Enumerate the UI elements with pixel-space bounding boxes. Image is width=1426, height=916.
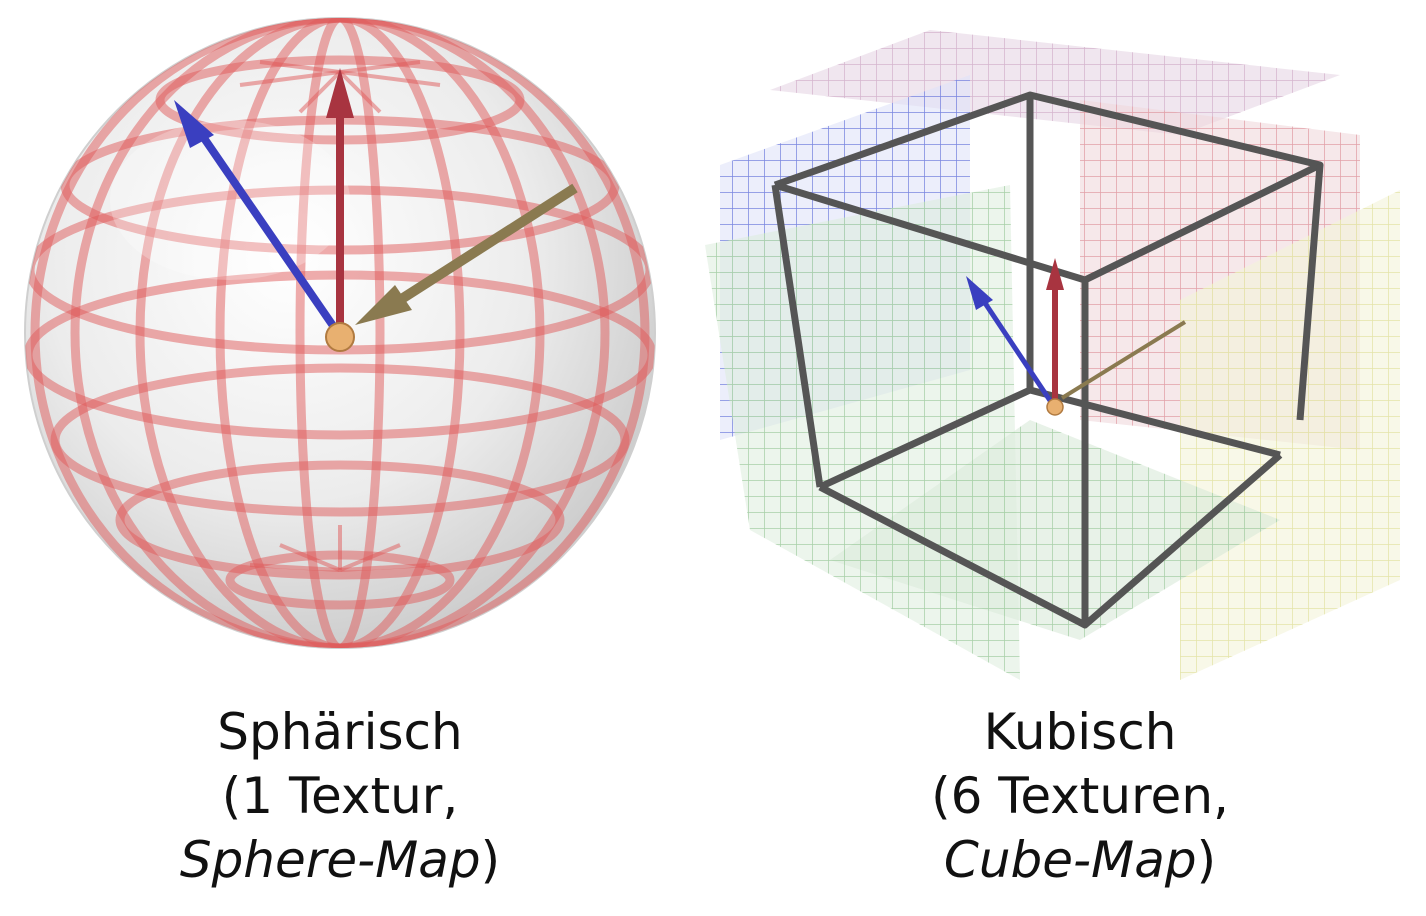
- cube-arrow-up-head: [1046, 258, 1064, 290]
- caption-cube: Kubisch (6 Texturen, Cube-Map): [830, 700, 1330, 892]
- sphere-highlight: [110, 120, 350, 280]
- caption-cube-line1: Kubisch: [983, 703, 1177, 761]
- caption-cube-line3-italic: Cube-Map: [943, 831, 1197, 889]
- arrow-right-shaft: [397, 183, 578, 305]
- sphere-arrows: [174, 68, 578, 352]
- arrow-up-head: [326, 68, 354, 118]
- caption-sphere: Sphärisch (1 Textur, Sphere-Map): [90, 700, 590, 892]
- caption-cube-line2: (6 Texturen,: [931, 767, 1229, 825]
- plane-top-grid: [770, 30, 1340, 135]
- cube-svg: [705, 30, 1400, 680]
- cube-arrows: [966, 258, 1187, 416]
- caption-sphere-line3: Sphere-Map): [90, 828, 590, 892]
- sphere-map-illustration: [0, 0, 700, 650]
- origin-ball: [325, 322, 355, 352]
- caption-sphere-line3-close: ): [480, 831, 501, 889]
- sphere-svg: [24, 17, 656, 649]
- cube-arrow-left: [980, 298, 1056, 407]
- cube-arrow-right: [1060, 320, 1187, 400]
- plane-front-grid: [705, 185, 1020, 680]
- cube-arrow-left-head: [966, 276, 993, 310]
- arrow-right-head: [355, 285, 412, 325]
- arrow-left-head: [174, 100, 214, 148]
- caption-sphere-line1: Sphärisch: [217, 703, 463, 761]
- caption-sphere-line3-italic: Sphere-Map: [179, 831, 481, 889]
- arrow-left: [191, 122, 342, 336]
- caption-cube-line3: Cube-Map): [830, 828, 1330, 892]
- cube-map-illustration: [700, 0, 1426, 700]
- cube-origin-ball: [1046, 398, 1064, 416]
- cube-frame: [771, 91, 1324, 629]
- caption-sphere-line2: (1 Textur,: [221, 767, 459, 825]
- caption-cube-line3-close: ): [1196, 831, 1217, 889]
- plane-right-grid: [1180, 190, 1400, 680]
